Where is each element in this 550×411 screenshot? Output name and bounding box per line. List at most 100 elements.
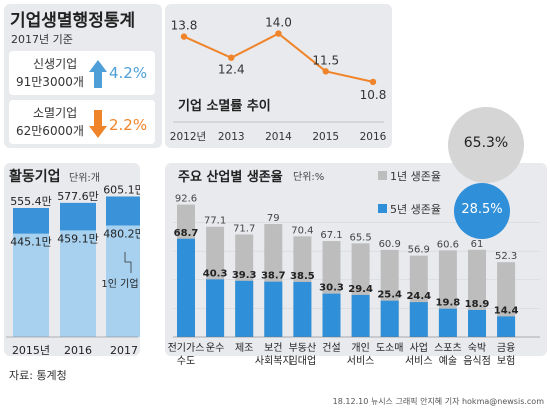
- active-single-label: 445.1만: [10, 236, 52, 249]
- survival-x-tick-label: 사회복지: [255, 355, 292, 367]
- survival-5yr-label: 14.4: [494, 305, 519, 316]
- survival-5yr-label: 39.3: [232, 270, 257, 281]
- line-data-label: 10.8: [360, 88, 387, 102]
- survival-x-tick-label: 부동산: [289, 342, 317, 354]
- survival-x-tick-label: 제조: [235, 342, 253, 354]
- active-companies-title: 활동기업: [9, 169, 61, 185]
- page-subtitle: 2017년 기준: [11, 33, 73, 46]
- survival-5yr-bar: [293, 281, 312, 337]
- survival-x-tick-label: 임대업: [289, 354, 317, 367]
- new-business-label: 신생기업: [33, 57, 78, 71]
- survival-5yr-bar: [497, 316, 516, 337]
- survival-x-tick-label: 건설: [322, 342, 340, 354]
- active-x-tick-label: 2017: [110, 344, 138, 356]
- line-x-tick-label: 2012년: [170, 131, 206, 143]
- survival-1yr-label: 52.3: [495, 251, 517, 262]
- closed-business-rate: 2.2%: [109, 116, 148, 134]
- line-data-label: 13.8: [171, 19, 198, 33]
- survival-1yr-label: 65.5: [349, 232, 371, 243]
- survival-1yr-label: 92.6: [175, 194, 197, 205]
- survival-5yr-bar: [380, 300, 399, 337]
- survival-5yr-label: 29.4: [348, 284, 373, 295]
- survival-5yr-label: 30.3: [319, 283, 344, 294]
- active-x-tick-label: 2015년: [12, 344, 50, 356]
- line-point: [180, 33, 188, 40]
- survival-5yr-label: 40.3: [203, 268, 228, 279]
- survival-x-tick-label: 보건: [264, 342, 282, 354]
- line-data-label: 14.0: [265, 16, 292, 30]
- survival-x-tick-label: 금융: [497, 342, 515, 354]
- active-total-label: 577.6만: [57, 190, 99, 203]
- survival-1yr-label: 67.1: [320, 230, 342, 241]
- active-x-tick-label: 2016: [64, 344, 92, 356]
- survival-5yr-bar: [438, 308, 457, 337]
- survival-x-tick-label: 스포츠: [434, 342, 462, 354]
- active-companies-unit: 단위:개: [69, 173, 100, 184]
- line-data-label: 11.5: [312, 53, 339, 67]
- up-arrow-icon: [89, 60, 107, 88]
- survival-x-tick-label: 개인: [351, 342, 369, 354]
- survival-1yr-label: 60.9: [379, 239, 401, 250]
- survival-5yr-bar: [322, 293, 341, 337]
- survival-x-tick-label: 사업: [410, 341, 428, 354]
- survival-x-tick-label: 도소매: [376, 342, 404, 354]
- survival-x-tick-label: 음식점: [463, 355, 491, 367]
- survival-x-tick-label: 서비스: [347, 355, 375, 367]
- closed-business-label: 소멸기업: [33, 106, 78, 120]
- survival-unit: 단위:%: [293, 172, 325, 183]
- line-point: [322, 68, 329, 75]
- survival-5yr-bar: [409, 302, 428, 337]
- closure-rate-line-chart: 13.8 2012년 12.4 2013 14.0 2014 11.5 2015 10.8 201…: [170, 16, 387, 143]
- survival-1yr-label: 79: [267, 213, 280, 224]
- legend-swatch-5yr: [378, 204, 387, 213]
- survival-5yr-bar: [177, 238, 195, 337]
- page-title: 기업생멸행정통계: [10, 11, 136, 31]
- avg-5yr-circle: [454, 183, 510, 239]
- line-x-tick-label: 2016: [360, 131, 387, 143]
- survival-5yr-label: 68.7: [174, 228, 199, 239]
- active-single-label: 480.2만: [103, 227, 140, 240]
- line-point: [275, 30, 282, 37]
- new-business-rate: 4.2%: [109, 64, 148, 82]
- line-x-tick-label: 2013: [218, 131, 245, 143]
- avg-1yr-value: 65.3%: [463, 135, 509, 151]
- avg-5yr-value: 28.5%: [461, 202, 503, 217]
- line-series: [183, 32, 374, 83]
- survival-1yr-label: 70.4: [291, 225, 313, 236]
- annotation-label: 1인 기업: [101, 277, 138, 290]
- survival-x-tick-label: 수도: [177, 355, 195, 367]
- source-note: 자료: 통계청: [9, 369, 67, 382]
- closed-business-count: 62만6000개: [16, 124, 84, 138]
- line-data-label: 12.4: [218, 63, 245, 77]
- survival-5yr-bar: [264, 281, 283, 337]
- survival-1yr-label: 71.7: [233, 223, 255, 234]
- active-single-label: 459.1만: [57, 232, 99, 245]
- line-x-tick-label: 2015: [312, 131, 339, 143]
- line-x-tick-label: 2014: [265, 131, 292, 143]
- survival-5yr-label: 25.4: [377, 290, 402, 301]
- survival-5yr-bar: [235, 280, 254, 337]
- survival-x-tick-label: 숙박: [468, 342, 486, 354]
- down-arrow-icon: [89, 110, 107, 138]
- survival-5yr-label: 38.5: [290, 271, 315, 282]
- active-single-bar: [106, 225, 140, 337]
- annotation-leader-line: [124, 252, 132, 273]
- survival-5yr-label: 19.8: [436, 298, 461, 309]
- survival-title: 주요 산업별 생존율: [178, 170, 283, 185]
- avg-1yr-circle: [448, 107, 524, 183]
- credit-line: 18.12.10 뉴시스 그래픽 안지혜 기자 hokma@newsis.com: [332, 397, 544, 406]
- active-single-bar: [13, 233, 49, 337]
- new-business-count: 91만3000개: [16, 75, 84, 89]
- active-total-label: 555.4만: [10, 195, 52, 208]
- survival-5yr-label: 38.7: [261, 271, 286, 282]
- legend-label-1yr: 1년 생존율: [390, 170, 441, 183]
- survival-5yr-bar: [351, 294, 370, 337]
- survival-1yr-label: 60.6: [437, 239, 459, 250]
- survival-5yr-bar: [468, 309, 486, 337]
- active-single-bar: [60, 230, 96, 337]
- line-chart-title: 기업 소멸률 추이: [178, 99, 271, 114]
- active-total-label: 605.1만: [103, 183, 140, 196]
- survival-5yr-bar: [206, 279, 225, 337]
